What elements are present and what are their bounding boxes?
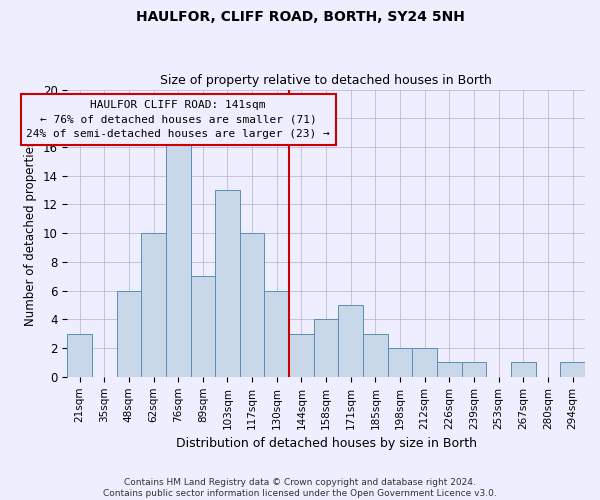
Bar	[265, 290, 289, 377]
Bar	[338, 305, 363, 377]
Bar	[67, 334, 92, 377]
Bar	[560, 362, 585, 377]
Bar	[289, 334, 314, 377]
Bar	[462, 362, 487, 377]
Text: HAULFOR, CLIFF ROAD, BORTH, SY24 5NH: HAULFOR, CLIFF ROAD, BORTH, SY24 5NH	[136, 10, 464, 24]
Bar	[191, 276, 215, 377]
Bar	[116, 290, 141, 377]
Bar	[215, 190, 240, 377]
Bar	[412, 348, 437, 377]
Text: Contains HM Land Registry data © Crown copyright and database right 2024.
Contai: Contains HM Land Registry data © Crown c…	[103, 478, 497, 498]
Bar	[141, 233, 166, 377]
Bar	[314, 320, 338, 377]
Bar	[437, 362, 462, 377]
Y-axis label: Number of detached properties: Number of detached properties	[24, 140, 37, 326]
Bar	[511, 362, 536, 377]
Bar	[363, 334, 388, 377]
Text: HAULFOR CLIFF ROAD: 141sqm
← 76% of detached houses are smaller (71)
24% of semi: HAULFOR CLIFF ROAD: 141sqm ← 76% of deta…	[26, 100, 330, 139]
Bar	[388, 348, 412, 377]
Bar	[240, 233, 265, 377]
Bar	[166, 132, 191, 377]
Title: Size of property relative to detached houses in Borth: Size of property relative to detached ho…	[160, 74, 492, 87]
X-axis label: Distribution of detached houses by size in Borth: Distribution of detached houses by size …	[176, 437, 476, 450]
